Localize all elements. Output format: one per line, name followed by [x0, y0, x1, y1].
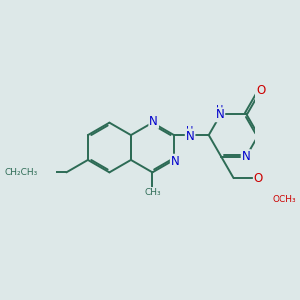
Text: N: N [149, 115, 158, 128]
Text: H: H [186, 126, 194, 136]
Text: N: N [242, 150, 250, 163]
Text: H: H [216, 105, 224, 115]
Text: N: N [186, 130, 194, 142]
Text: O: O [256, 84, 266, 97]
Text: CH₃: CH₃ [144, 188, 161, 197]
Text: CH₂CH₃: CH₂CH₃ [4, 168, 38, 177]
Text: N: N [171, 155, 180, 168]
Text: O: O [254, 172, 263, 184]
Text: OCH₃: OCH₃ [272, 195, 296, 204]
Text: N: N [216, 108, 224, 121]
